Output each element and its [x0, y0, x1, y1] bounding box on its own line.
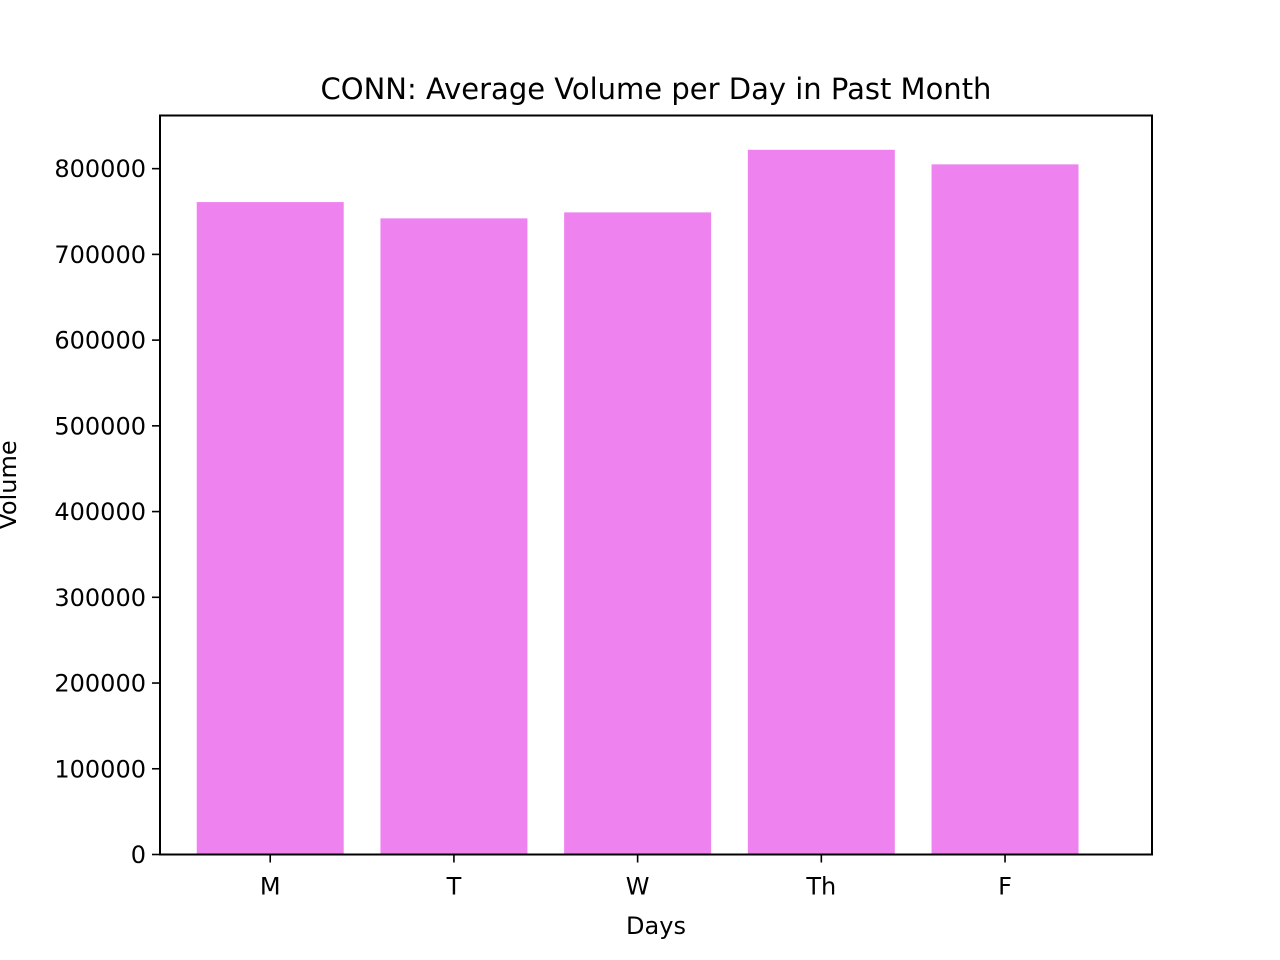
y-tick-label: 100000: [54, 755, 146, 783]
bar-t: [380, 218, 528, 855]
x-tick-label: F: [998, 873, 1012, 901]
y-tick-label: 500000: [54, 412, 146, 440]
y-tick-label: 300000: [54, 584, 146, 612]
x-axis-ticks: M T W Th F: [260, 854, 1012, 901]
y-axis-ticks: 0 100000 200000 300000 400000 500000 600000 700…: [54, 155, 160, 869]
y-tick-label: 200000: [54, 670, 146, 698]
x-axis-title: Days: [626, 912, 686, 940]
chart-title: CONN: Average Volume per Day in Past Mon…: [321, 72, 992, 106]
bar-th: [747, 149, 895, 855]
bar-w: [564, 212, 712, 855]
y-tick-label: 700000: [54, 241, 146, 269]
y-tick-label: 600000: [54, 327, 146, 355]
x-tick-label: T: [446, 873, 462, 901]
y-tick-label: 400000: [54, 498, 146, 526]
y-tick-label: 0: [131, 841, 146, 869]
x-tick-label: M: [260, 873, 281, 901]
bar-f: [931, 164, 1079, 855]
x-tick-label: W: [626, 873, 650, 901]
bar-m: [196, 202, 344, 855]
y-axis-title: Volume: [0, 440, 22, 529]
x-tick-label: Th: [805, 873, 836, 901]
bars-layer: [196, 149, 1079, 855]
plot-frame: [159, 114, 1153, 856]
y-tick-label: 800000: [54, 155, 146, 183]
